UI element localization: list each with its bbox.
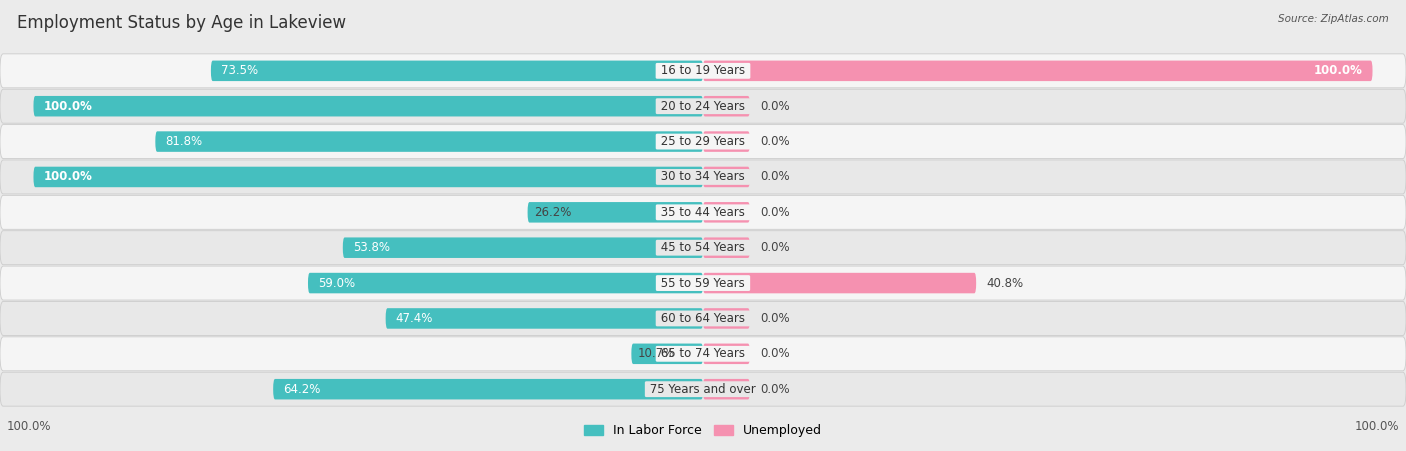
FancyBboxPatch shape — [34, 96, 703, 116]
Text: 100.0%: 100.0% — [7, 420, 52, 433]
Text: 35 to 44 Years: 35 to 44 Years — [657, 206, 749, 219]
Text: 81.8%: 81.8% — [166, 135, 202, 148]
Text: 16 to 19 Years: 16 to 19 Years — [657, 64, 749, 77]
Text: 0.0%: 0.0% — [759, 383, 790, 396]
FancyBboxPatch shape — [0, 124, 1406, 159]
Text: 65 to 74 Years: 65 to 74 Years — [657, 347, 749, 360]
Text: 75 Years and over: 75 Years and over — [647, 383, 759, 396]
Text: 0.0%: 0.0% — [759, 170, 790, 184]
Text: 53.8%: 53.8% — [353, 241, 389, 254]
Text: 0.0%: 0.0% — [759, 312, 790, 325]
Text: 25 to 29 Years: 25 to 29 Years — [657, 135, 749, 148]
FancyBboxPatch shape — [703, 202, 749, 223]
FancyBboxPatch shape — [273, 379, 703, 400]
FancyBboxPatch shape — [703, 273, 976, 293]
Text: Source: ZipAtlas.com: Source: ZipAtlas.com — [1278, 14, 1389, 23]
FancyBboxPatch shape — [0, 195, 1406, 229]
Text: 0.0%: 0.0% — [759, 241, 790, 254]
Text: 60 to 64 Years: 60 to 64 Years — [657, 312, 749, 325]
FancyBboxPatch shape — [703, 131, 749, 152]
Text: 100.0%: 100.0% — [44, 100, 93, 113]
Text: 100.0%: 100.0% — [1354, 420, 1399, 433]
Text: 64.2%: 64.2% — [283, 383, 321, 396]
Text: 100.0%: 100.0% — [44, 170, 93, 184]
Text: 59.0%: 59.0% — [318, 276, 356, 290]
FancyBboxPatch shape — [703, 308, 749, 329]
FancyBboxPatch shape — [0, 372, 1406, 406]
Text: 30 to 34 Years: 30 to 34 Years — [657, 170, 749, 184]
FancyBboxPatch shape — [0, 54, 1406, 88]
Text: 0.0%: 0.0% — [759, 135, 790, 148]
FancyBboxPatch shape — [703, 96, 749, 116]
Text: 0.0%: 0.0% — [759, 206, 790, 219]
FancyBboxPatch shape — [385, 308, 703, 329]
FancyBboxPatch shape — [0, 89, 1406, 123]
FancyBboxPatch shape — [0, 301, 1406, 336]
FancyBboxPatch shape — [343, 237, 703, 258]
FancyBboxPatch shape — [155, 131, 703, 152]
Legend: In Labor Force, Unemployed: In Labor Force, Unemployed — [579, 419, 827, 442]
Text: 40.8%: 40.8% — [986, 276, 1024, 290]
FancyBboxPatch shape — [0, 337, 1406, 371]
Text: 10.7%: 10.7% — [638, 347, 675, 360]
FancyBboxPatch shape — [703, 344, 749, 364]
FancyBboxPatch shape — [0, 231, 1406, 265]
Text: 0.0%: 0.0% — [759, 100, 790, 113]
FancyBboxPatch shape — [34, 167, 703, 187]
FancyBboxPatch shape — [527, 202, 703, 223]
FancyBboxPatch shape — [703, 60, 1372, 81]
Text: Employment Status by Age in Lakeview: Employment Status by Age in Lakeview — [17, 14, 346, 32]
FancyBboxPatch shape — [0, 160, 1406, 194]
Text: 26.2%: 26.2% — [534, 206, 572, 219]
Text: 73.5%: 73.5% — [221, 64, 259, 77]
FancyBboxPatch shape — [308, 273, 703, 293]
FancyBboxPatch shape — [703, 237, 749, 258]
FancyBboxPatch shape — [631, 344, 703, 364]
Text: 100.0%: 100.0% — [1313, 64, 1362, 77]
FancyBboxPatch shape — [0, 266, 1406, 300]
FancyBboxPatch shape — [703, 167, 749, 187]
Text: 47.4%: 47.4% — [395, 312, 433, 325]
FancyBboxPatch shape — [703, 379, 749, 400]
Text: 0.0%: 0.0% — [759, 347, 790, 360]
Text: 45 to 54 Years: 45 to 54 Years — [657, 241, 749, 254]
Text: 55 to 59 Years: 55 to 59 Years — [657, 276, 749, 290]
Text: 20 to 24 Years: 20 to 24 Years — [657, 100, 749, 113]
FancyBboxPatch shape — [211, 60, 703, 81]
